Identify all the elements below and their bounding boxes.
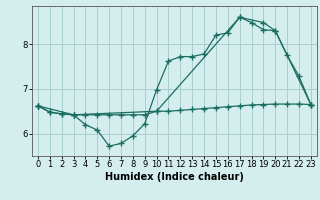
X-axis label: Humidex (Indice chaleur): Humidex (Indice chaleur) <box>105 172 244 182</box>
